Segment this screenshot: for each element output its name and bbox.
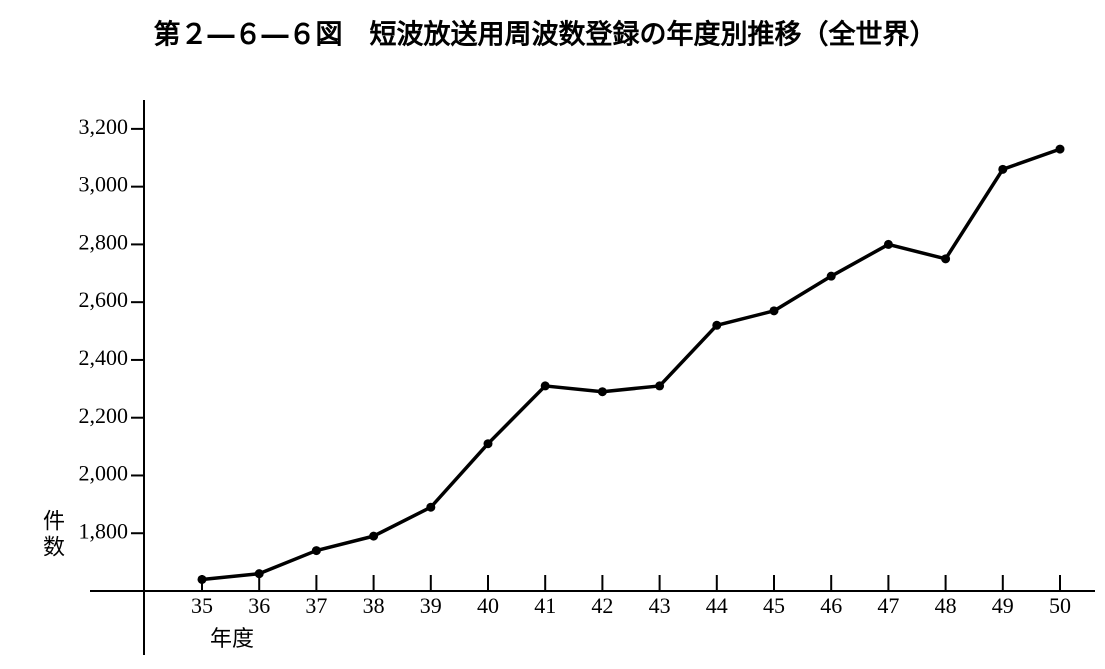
point xyxy=(769,306,779,316)
y-tick-label: 1,800 xyxy=(79,518,129,543)
point xyxy=(311,546,321,556)
x-tick-label: 48 xyxy=(935,593,957,618)
x-axis-label: 年度 xyxy=(210,626,254,651)
point xyxy=(1055,144,1065,154)
x-tick-label: 39 xyxy=(420,593,442,618)
chart-title: 第２―６―６図 短波放送用周波数登録の年度別推移（全世界） xyxy=(154,19,937,51)
x-tick-label: 42 xyxy=(591,593,613,618)
x-tick-label: 44 xyxy=(706,593,728,618)
point xyxy=(197,574,207,584)
x-tick-label: 37 xyxy=(305,593,327,618)
point xyxy=(540,381,550,391)
point xyxy=(998,164,1008,174)
point xyxy=(254,569,264,579)
x-tick-label: 38 xyxy=(363,593,385,618)
point xyxy=(826,271,836,281)
y-tick-label: 3,000 xyxy=(79,172,129,197)
x-tick-label: 41 xyxy=(534,593,556,618)
x-tick-label: 50 xyxy=(1049,593,1071,618)
y-tick-label: 2,600 xyxy=(79,287,129,312)
y-tick-label: 2,400 xyxy=(79,345,129,370)
x-tick-label: 40 xyxy=(477,593,499,618)
point xyxy=(655,381,665,391)
x-tick-label: 45 xyxy=(763,593,785,618)
point xyxy=(597,387,607,397)
point xyxy=(712,320,722,330)
x-tick-label: 49 xyxy=(992,593,1014,618)
point xyxy=(883,239,893,249)
point xyxy=(941,254,951,264)
point xyxy=(483,439,493,449)
x-tick-label: 35 xyxy=(191,593,213,618)
x-tick-label: 47 xyxy=(877,593,899,618)
line xyxy=(201,147,1061,582)
point xyxy=(369,531,379,541)
y-tick-label: 2,800 xyxy=(79,229,129,254)
x-tick-label: 36 xyxy=(248,593,270,618)
y-tick-label: 2,000 xyxy=(79,461,129,486)
y-tick-label: 3,200 xyxy=(79,114,129,139)
y-axis-label: 件数 xyxy=(40,509,65,561)
y-tick-label: 2,200 xyxy=(79,403,129,428)
x-tick-label: 43 xyxy=(649,593,671,618)
point xyxy=(426,502,436,512)
x-tick-label: 46 xyxy=(820,593,842,618)
